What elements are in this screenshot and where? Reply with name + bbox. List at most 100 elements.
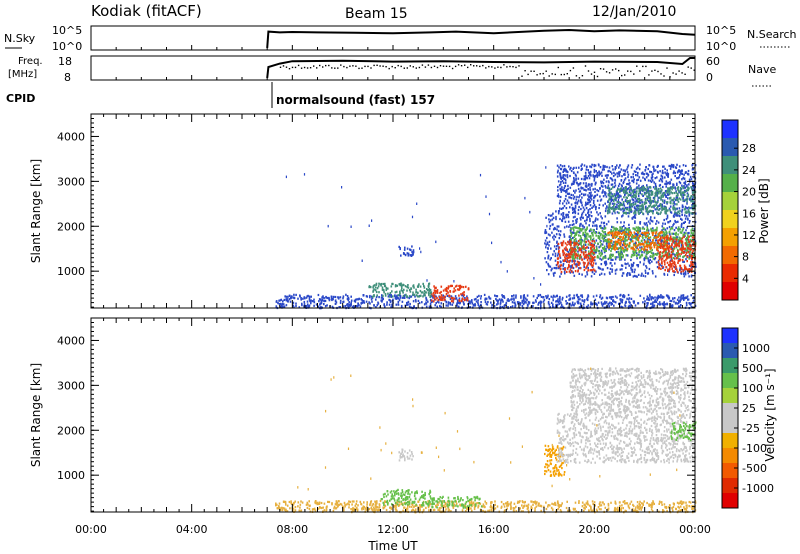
data-cell bbox=[646, 229, 648, 232]
data-cell bbox=[590, 275, 593, 278]
data-cell bbox=[610, 303, 613, 306]
data-cell bbox=[345, 503, 348, 506]
data-cell bbox=[595, 206, 597, 209]
data-cell bbox=[661, 180, 664, 183]
data-cell bbox=[667, 181, 669, 184]
data-cell bbox=[368, 301, 370, 304]
data-cell bbox=[603, 221, 606, 224]
data-cell bbox=[611, 264, 613, 267]
data-cell bbox=[663, 250, 665, 253]
data-cell bbox=[639, 163, 641, 166]
data-cell bbox=[576, 230, 578, 233]
data-cell bbox=[562, 213, 565, 216]
data-cell bbox=[288, 294, 291, 297]
data-cell bbox=[460, 300, 463, 303]
data-cell bbox=[574, 206, 577, 209]
data-cell bbox=[654, 208, 657, 211]
data-cell bbox=[572, 227, 574, 230]
data-cell bbox=[632, 195, 634, 198]
data-cell bbox=[618, 239, 620, 242]
data-cell bbox=[632, 203, 635, 206]
data-cell bbox=[334, 302, 337, 305]
data-cell bbox=[579, 194, 581, 197]
data-cell bbox=[681, 210, 683, 213]
data-cell bbox=[577, 253, 579, 256]
data-cell bbox=[590, 250, 593, 253]
data-cell bbox=[686, 241, 688, 244]
data-cell bbox=[581, 224, 584, 227]
data-cell bbox=[674, 241, 676, 244]
data-cell bbox=[507, 298, 509, 301]
nave-dot bbox=[291, 66, 294, 69]
data-cell bbox=[597, 189, 600, 193]
data-cell bbox=[573, 257, 576, 260]
data-cell bbox=[645, 201, 648, 204]
data-cell bbox=[383, 304, 385, 307]
data-cell bbox=[300, 298, 302, 301]
data-cell bbox=[665, 248, 668, 251]
data-cell bbox=[675, 241, 677, 244]
data-cell bbox=[623, 249, 625, 252]
data-cell bbox=[643, 232, 645, 235]
data-cell bbox=[652, 304, 654, 307]
data-cell bbox=[635, 182, 638, 185]
data-cell bbox=[644, 300, 646, 303]
data-cell bbox=[669, 237, 671, 240]
data-cell bbox=[666, 252, 669, 255]
data-cell bbox=[584, 275, 587, 278]
data-cell bbox=[548, 240, 551, 243]
data-cell bbox=[574, 204, 577, 207]
data-cell bbox=[652, 241, 654, 244]
data-cell bbox=[510, 507, 512, 510]
data-cell bbox=[380, 296, 383, 299]
nave-dot bbox=[648, 74, 650, 76]
data-cell bbox=[644, 188, 646, 191]
data-cell bbox=[622, 254, 624, 257]
data-cell bbox=[621, 295, 624, 298]
data-cell bbox=[325, 296, 327, 299]
data-cell bbox=[587, 240, 590, 243]
data-cell bbox=[396, 284, 399, 287]
data-cell bbox=[383, 289, 385, 292]
data-cell bbox=[672, 253, 674, 256]
data-cell bbox=[675, 196, 678, 199]
data-cell bbox=[623, 295, 626, 298]
data-cell bbox=[616, 231, 618, 234]
data-cell bbox=[676, 252, 678, 255]
data-cell bbox=[372, 290, 374, 293]
data-cell bbox=[612, 199, 615, 202]
data-cell bbox=[293, 297, 296, 300]
data-cell bbox=[669, 260, 671, 263]
data-cell bbox=[639, 202, 641, 205]
data-cell bbox=[545, 166, 547, 169]
data-cell bbox=[560, 207, 563, 210]
data-cell bbox=[419, 247, 421, 250]
data-cell bbox=[594, 231, 596, 235]
data-cell bbox=[588, 173, 591, 176]
data-cell bbox=[661, 265, 664, 269]
data-cell bbox=[575, 226, 578, 229]
data-cell bbox=[307, 305, 309, 308]
data-cell bbox=[445, 289, 447, 292]
data-cell bbox=[678, 180, 681, 184]
data-cell bbox=[596, 225, 598, 228]
data-cell bbox=[644, 275, 647, 278]
data-cell bbox=[637, 207, 639, 210]
data-cell bbox=[634, 202, 637, 205]
data-cell bbox=[634, 200, 636, 203]
data-cell bbox=[606, 245, 608, 248]
data-cell bbox=[670, 299, 673, 303]
data-cell bbox=[572, 249, 575, 252]
data-cell bbox=[642, 212, 644, 215]
data-cell bbox=[450, 285, 452, 288]
nave-dot bbox=[403, 67, 405, 69]
data-cell bbox=[293, 293, 295, 296]
data-cell bbox=[612, 299, 614, 302]
data-cell bbox=[584, 504, 586, 507]
data-cell bbox=[587, 183, 590, 186]
data-cell bbox=[683, 260, 685, 263]
data-cell bbox=[604, 174, 607, 177]
data-cell bbox=[662, 233, 665, 236]
data-cell bbox=[552, 296, 554, 299]
data-cell bbox=[635, 506, 637, 509]
